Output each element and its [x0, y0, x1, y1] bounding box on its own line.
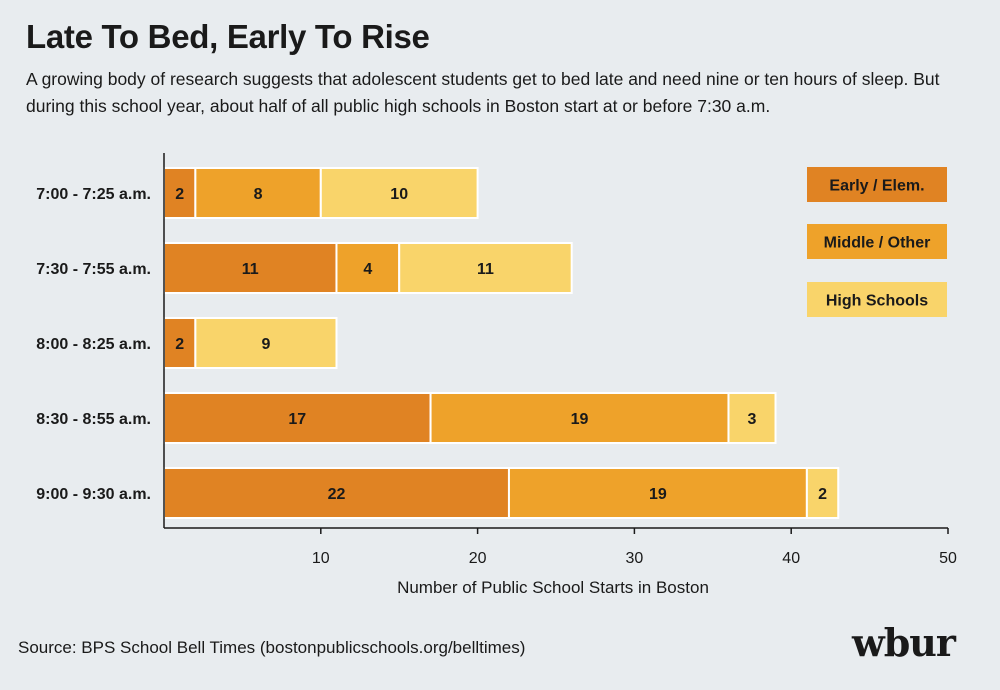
bar-segment: [319, 167, 479, 219]
stacked-bar-chart: 2 8 10 7:00 - 7:25 a.m. 11 4 11 7:30 - 7:55 a.m…: [36, 153, 957, 597]
category-label: 7:00 - 7:25 a.m.: [36, 186, 151, 203]
source-note: Source: BPS School Bell Times (bostonpub…: [18, 638, 526, 657]
data-label: 2: [175, 336, 184, 353]
bar-segment: [398, 242, 573, 294]
category-label: 8:30 - 8:55 a.m.: [36, 411, 151, 428]
bar-segment: [163, 317, 197, 369]
legend-label: Middle / Other: [824, 235, 931, 252]
data-label: 10: [390, 186, 408, 203]
data-label: 2: [818, 486, 827, 503]
data-label: 19: [571, 411, 589, 428]
bar-segment: [805, 467, 840, 519]
x-tick-label: 50: [939, 550, 957, 567]
category-label: 9:00 - 9:30 a.m.: [36, 486, 151, 503]
data-label: 2: [175, 186, 184, 203]
category-label: 7:30 - 7:55 a.m.: [36, 261, 151, 278]
legend-swatch: [807, 282, 947, 317]
data-label: 19: [649, 486, 667, 503]
legend-label: High Schools: [826, 293, 928, 310]
chart-title: Late To Bed, Early To Rise: [26, 18, 430, 55]
legend-swatch: [807, 167, 947, 202]
legend-label: Early / Elem.: [829, 178, 924, 195]
x-tick-label: 40: [782, 550, 800, 567]
data-label: 11: [242, 261, 259, 278]
bar-segment: [507, 467, 808, 519]
chart-subtitle: A growing body of research suggests that…: [26, 69, 940, 116]
legend-swatch: [807, 224, 947, 259]
bar-segment: [335, 242, 401, 294]
bar-segment: [163, 392, 432, 444]
data-label: 22: [328, 486, 346, 503]
x-tick-label: 10: [312, 550, 330, 567]
bar-segment: [429, 392, 730, 444]
data-label: 4: [363, 261, 372, 278]
data-label: 3: [748, 411, 757, 428]
bar-segment: [194, 317, 338, 369]
bar-segment: [727, 392, 777, 444]
x-tick-label: 30: [626, 550, 644, 567]
category-label: 8:00 - 8:25 a.m.: [36, 336, 151, 353]
data-label: 8: [254, 186, 263, 203]
x-tick-label: 20: [469, 550, 487, 567]
data-label: 11: [477, 261, 494, 278]
wbur-logo: wbur: [852, 620, 956, 665]
bar-segment: [194, 167, 322, 219]
data-label: 17: [288, 411, 306, 428]
x-axis-label: Number of Public School Starts in Boston: [397, 578, 709, 597]
data-label: 9: [261, 336, 270, 353]
